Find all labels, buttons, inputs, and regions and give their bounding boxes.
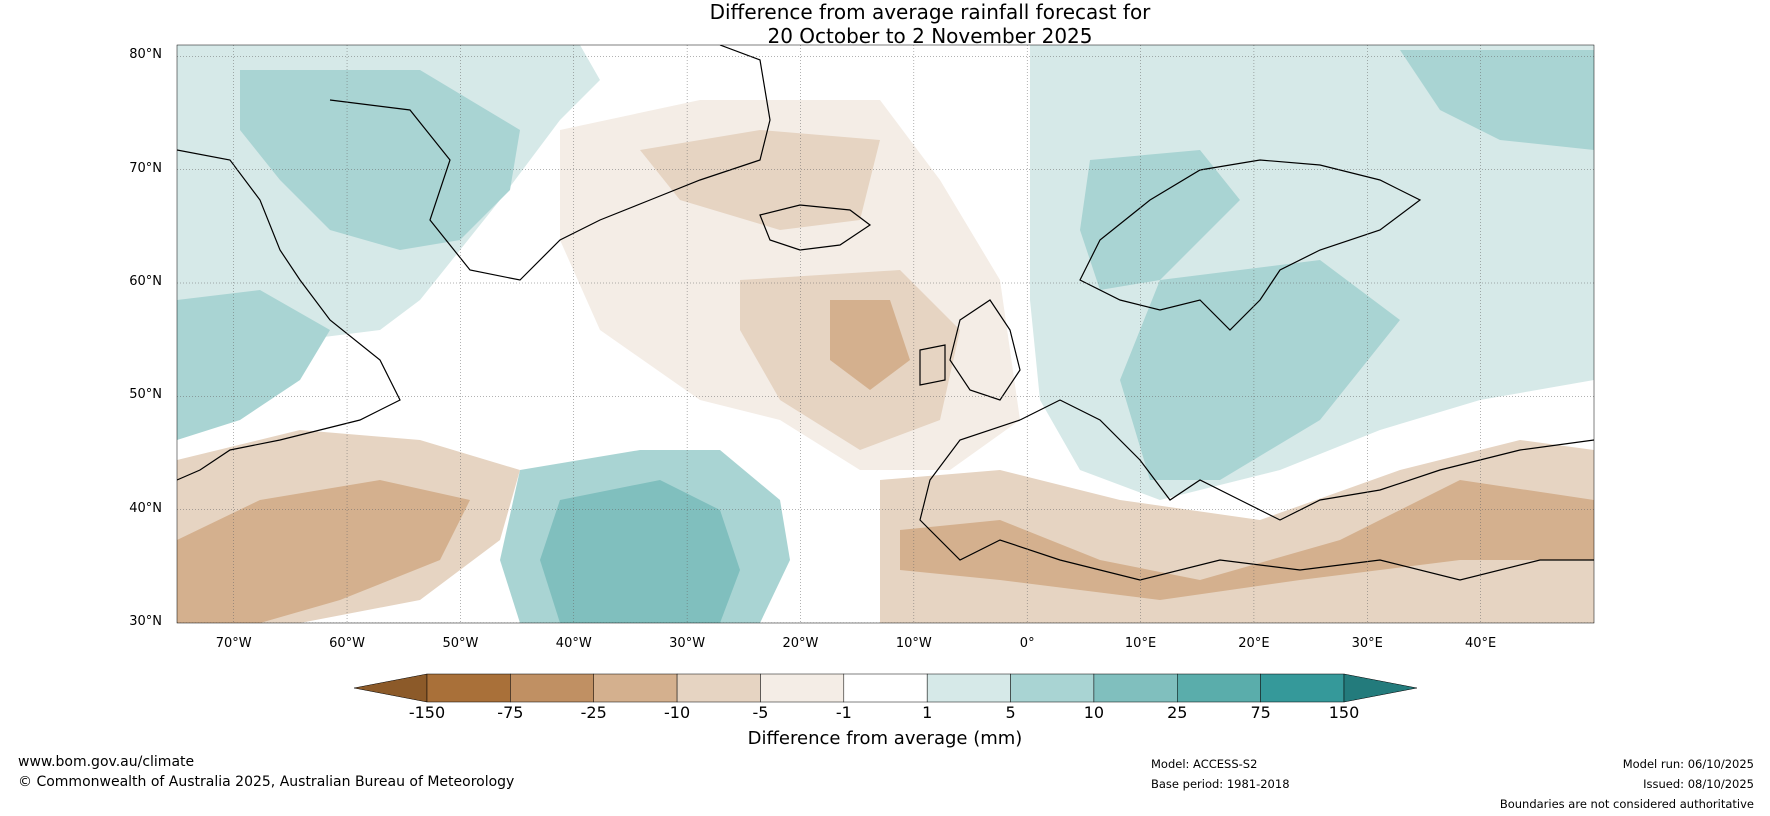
anomaly-wet-atlantic-core — [540, 480, 740, 623]
longitude-label: 20°W — [782, 636, 819, 651]
latitude-label: 80°N — [129, 47, 162, 63]
coastline-scandinavia — [1079, 159, 1422, 331]
colorbar-tick-label: 10 — [1083, 703, 1105, 722]
coastline-north-america — [177, 149, 401, 481]
colorbar-title: Difference from average (mm) — [747, 728, 1023, 749]
latitude-label: 70°N — [129, 160, 162, 176]
colorbar-segment — [676, 673, 761, 703]
anomaly-wet-greenland — [240, 70, 520, 250]
graticule — [177, 45, 1594, 623]
latitude-label: 30°N — [129, 614, 162, 629]
coastline-iceland — [759, 204, 872, 251]
longitude-label: 30°E — [1351, 636, 1383, 651]
chart-title: Difference from average rainfall forecas… — [0, 0, 1770, 48]
colorbar-segment — [760, 673, 845, 703]
longitude-label: 40°W — [555, 636, 592, 651]
boundaries-disclaimer: Boundaries are not considered authoritat… — [1499, 797, 1754, 811]
anomaly-dry-core — [830, 300, 910, 390]
colorbar-tick-label: 1 — [922, 703, 933, 722]
anomaly-wet-central-europe — [1120, 260, 1400, 480]
coastline-british-isles — [919, 299, 1021, 401]
colorbar-tick-label: 5 — [1005, 703, 1016, 722]
coastline-greenland — [329, 45, 771, 281]
longitude-label: 70°W — [215, 636, 252, 651]
colorbar-extend-high — [1343, 673, 1418, 703]
longitude-label: 30°W — [669, 636, 706, 651]
longitude-label: 20°E — [1238, 636, 1270, 651]
model-run-date: Model run: 06/10/2025 — [1622, 757, 1754, 771]
latitude-label: 40°N — [129, 500, 162, 516]
colorbar-segment — [426, 673, 511, 703]
longitude-label: 60°W — [329, 636, 365, 651]
longitude-label: 0° — [1019, 636, 1035, 651]
colorbar-tick-label: -150 — [408, 703, 446, 722]
longitude-label: 40°E — [1464, 636, 1497, 651]
base-period: Base period: 1981-2018 — [1151, 777, 1290, 791]
colorbar-tick-label: -75 — [497, 703, 524, 722]
anomaly-dry-mediterranean-core — [900, 480, 1594, 600]
anomaly-wet-scandinavia — [1080, 150, 1240, 290]
title-line-2: 20 October to 2 November 2025 — [767, 24, 1093, 48]
issued-date: Issued: 08/10/2025 — [1643, 777, 1754, 791]
anomaly-dry-southwest-core — [177, 480, 470, 623]
colorbar-tick-label: -5 — [752, 703, 769, 722]
colorbar-segment — [1093, 673, 1178, 703]
colorbar-tick-label: 25 — [1167, 703, 1188, 722]
title-line-1: Difference from average rainfall forecas… — [709, 0, 1151, 24]
colorbar-tick-label: -1 — [835, 703, 852, 722]
colorbar-tick-label: -10 — [664, 703, 691, 722]
colorbar-segment — [510, 673, 594, 703]
colorbar-segment — [1177, 673, 1261, 703]
anomaly-wet-arctic-east — [1400, 50, 1594, 150]
colorbar-tick-label: -25 — [580, 703, 607, 722]
colorbar — [353, 673, 1418, 703]
longitude-label: 10°E — [1124, 636, 1157, 651]
longitude-label: 10°W — [895, 636, 932, 651]
colorbar-tick-label: 75 — [1250, 703, 1271, 722]
coastline-iberia-africa — [919, 419, 1594, 581]
latitude-label: 50°N — [129, 387, 162, 403]
colorbar-segment — [843, 673, 928, 703]
longitude-label: 50°W — [442, 636, 479, 651]
map-frame — [176, 44, 1595, 624]
latitude-label: 60°N — [129, 274, 162, 289]
colorbar-segment — [1010, 673, 1095, 703]
coastline-europe-south — [1019, 399, 1594, 521]
colorbar-segment — [926, 673, 1011, 703]
colorbar-tick-label: 150 — [1328, 703, 1360, 722]
anomaly-dry-iceland-sea — [640, 130, 880, 230]
colorbar-extend-low — [353, 673, 428, 703]
colorbar-segment — [593, 673, 678, 703]
map-layer — [177, 45, 1594, 623]
website-link[interactable]: www.bom.gov.au/climate — [18, 754, 195, 770]
model-name: Model: ACCESS-S2 — [1151, 757, 1258, 771]
anomaly-wet-labrador — [177, 290, 330, 440]
copyright-text: © Commonwealth of Australia 2025, Austra… — [18, 774, 515, 790]
colorbar-segment — [1260, 673, 1345, 703]
